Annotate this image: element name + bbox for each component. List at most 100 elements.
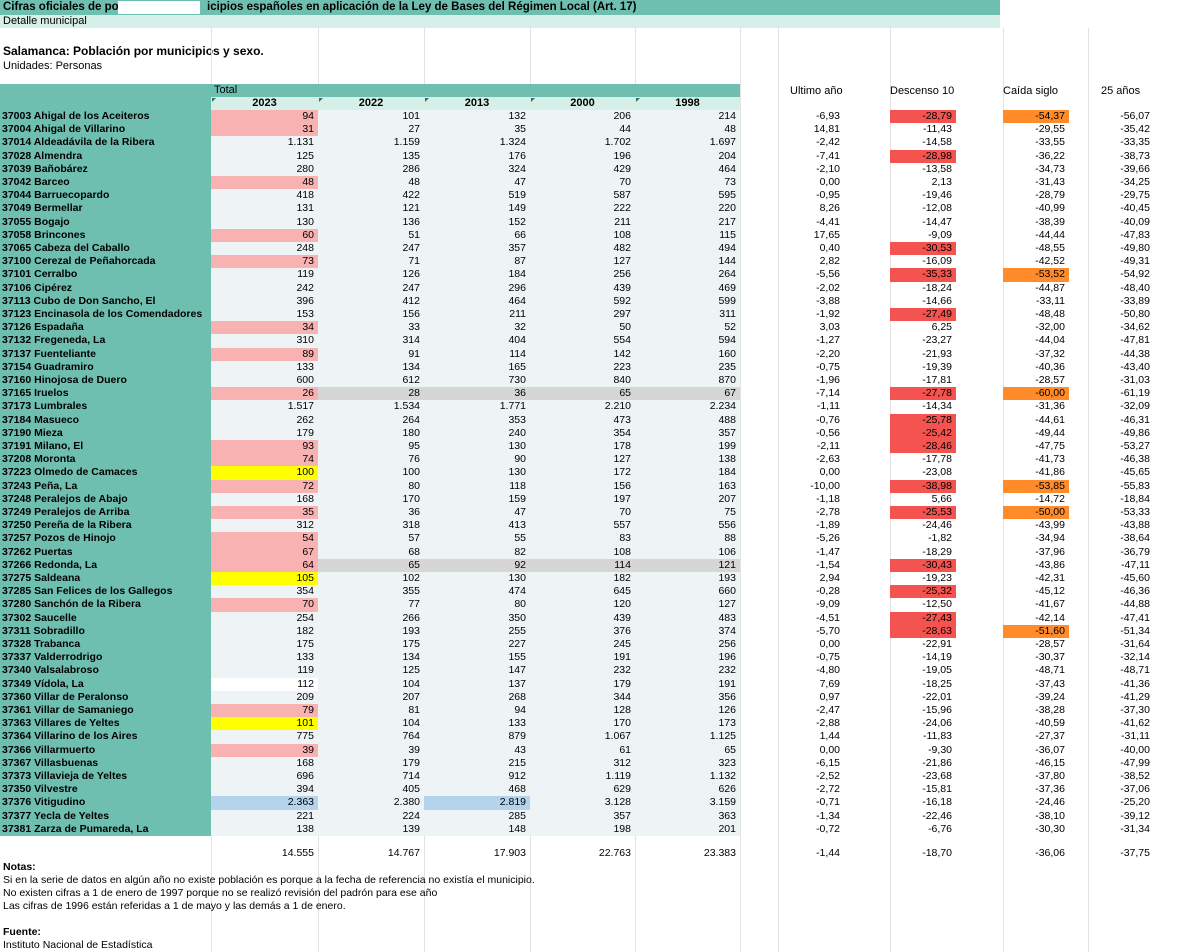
municipality-name[interactable]: 37367 Villasbuenas [0,756,211,770]
indicator-cell[interactable]: -54,92 [1120,268,1150,281]
indicator-cell[interactable]: -2,78 [816,506,840,518]
population-cell[interactable]: 1.159 [318,136,424,150]
indicator-cell[interactable]: -54,37 [1003,110,1069,124]
population-cell[interactable]: 138 [635,453,740,467]
indicator-cell[interactable]: -18,29 [922,545,952,558]
indicator-cell[interactable]: -51,34 [1120,624,1150,637]
population-cell[interactable]: 1.132 [635,770,740,784]
population-cell[interactable]: 626 [635,783,740,797]
indicator-cell[interactable]: -43,88 [1120,519,1150,532]
indicator-cell[interactable]: -37,43 [1035,677,1065,690]
indicator-cell[interactable]: -33,55 [1035,136,1065,149]
population-cell[interactable]: 207 [318,690,424,704]
population-cell[interactable]: 595 [635,189,740,203]
municipality-name[interactable]: 37137 Fuenteliante [0,347,211,361]
municipality-name[interactable]: 37042 Barceo [0,176,211,190]
population-cell[interactable]: 350 [424,611,530,625]
indicator-cell[interactable]: -2,20 [816,347,840,360]
indicator-cell[interactable]: -5,70 [816,624,840,637]
population-cell[interactable]: 75 [635,506,740,520]
indicator-cell[interactable]: -36,22 [1035,149,1065,162]
population-cell[interactable]: 65 [619,387,631,400]
population-cell[interactable]: 51 [318,228,424,242]
municipality-name[interactable]: 37349 Vídola, La [0,677,211,691]
indicator-cell[interactable]: -43,40 [1120,360,1150,373]
indicator-cell[interactable]: -21,93 [922,347,952,360]
municipality-name[interactable]: 37248 Peralejos de Abajo [0,492,211,506]
population-cell[interactable]: 473 [530,413,635,427]
indicator-cell[interactable]: -28,57 [1035,638,1065,650]
municipality-name[interactable]: 37173 Lumbrales [0,400,211,414]
population-cell[interactable]: 100 [318,466,424,480]
indicator-cell[interactable]: -38,52 [1120,770,1150,782]
total-indicator-cell[interactable]: -1,44 [816,847,840,859]
population-cell[interactable]: 32 [424,321,530,335]
population-cell[interactable]: 121 [718,558,736,571]
population-cell[interactable]: 50 [530,321,635,335]
population-cell[interactable]: 413 [424,519,530,533]
population-cell[interactable]: 439 [530,281,635,295]
indicator-cell[interactable]: -47,83 [1120,228,1150,241]
year-header-2022[interactable]: 2022 [318,97,424,110]
indicator-cell[interactable]: -1,96 [816,374,840,386]
population-cell[interactable]: 27 [318,123,424,137]
indicator-cell[interactable]: -14,34 [922,400,952,413]
municipality-name[interactable]: 37366 Villarmuerto [0,743,211,757]
population-cell[interactable]: 130 [424,466,530,480]
indicator-cell[interactable]: -24,46 [1035,796,1065,809]
population-cell[interactable]: 311 [635,308,740,322]
indicator-cell[interactable]: -37,96 [1035,545,1065,558]
population-cell[interactable]: 36 [514,387,526,400]
indicator-cell[interactable]: -37,36 [1035,783,1065,796]
indicator-cell[interactable]: -18,84 [1120,492,1150,505]
population-cell[interactable]: 39 [211,743,318,757]
population-cell[interactable]: 264 [318,413,424,427]
population-cell[interactable]: 93 [211,440,318,454]
indicator-cell[interactable]: -1,11 [816,400,840,413]
population-cell[interactable]: 135 [318,149,424,163]
population-cell[interactable]: 165 [424,360,530,374]
indicator-cell[interactable]: -19,39 [922,360,952,373]
indicator-cell[interactable]: -1,34 [816,809,840,822]
population-cell[interactable]: 224 [318,809,424,823]
population-cell[interactable]: 47 [424,176,530,190]
population-cell[interactable]: 52 [635,321,740,335]
population-cell[interactable]: 28 [408,387,420,400]
population-cell[interactable]: 1.131 [211,136,318,150]
population-cell[interactable]: 245 [530,638,635,652]
population-cell[interactable]: 464 [424,294,530,308]
population-cell[interactable]: 133 [211,651,318,665]
population-cell[interactable]: 134 [318,360,424,374]
population-cell[interactable]: 82 [424,545,530,559]
population-cell[interactable]: 357 [530,809,635,823]
population-cell[interactable]: 469 [635,281,740,295]
indicator-cell[interactable]: -22,91 [922,638,952,650]
population-cell[interactable]: 912 [424,770,530,784]
municipality-name[interactable]: 37262 Puertas [0,545,211,559]
population-cell[interactable]: 599 [635,294,740,308]
total-cell[interactable]: 22.763 [598,847,631,859]
indicator-cell[interactable]: -34,73 [1035,162,1065,175]
population-cell[interactable]: 191 [635,677,740,691]
indicator-cell[interactable]: -41,67 [1035,598,1065,611]
indicator-cell[interactable]: 5,66 [931,492,952,505]
population-cell[interactable]: 79 [211,704,318,718]
municipality-name[interactable]: 37257 Pozos de Hinojo [0,532,211,546]
population-cell[interactable]: 1.534 [318,400,424,414]
indicator-cell[interactable]: -7,14 [816,387,840,400]
indicator-cell[interactable]: -44,38 [1120,347,1150,360]
indicator-cell[interactable]: -1,27 [816,334,840,347]
indicator-cell[interactable]: -55,83 [1120,479,1150,492]
municipality-name[interactable]: 37165 Iruelos [0,387,211,401]
population-cell[interactable]: 65 [408,558,420,571]
population-cell[interactable]: 44 [530,123,635,137]
municipality-name[interactable]: 37113 Cubo de Don Sancho, El [0,294,211,308]
indicator-cell[interactable]: -25,20 [1120,796,1150,809]
population-cell[interactable]: 323 [635,756,740,770]
population-cell[interactable]: 2.819 [424,796,530,810]
population-cell[interactable]: 108 [530,545,635,559]
indicator-cell[interactable]: -41,73 [1035,453,1065,466]
population-cell[interactable]: 353 [424,413,530,427]
population-cell[interactable]: 396 [211,294,318,308]
indicator-cell[interactable]: -19,46 [922,189,952,202]
